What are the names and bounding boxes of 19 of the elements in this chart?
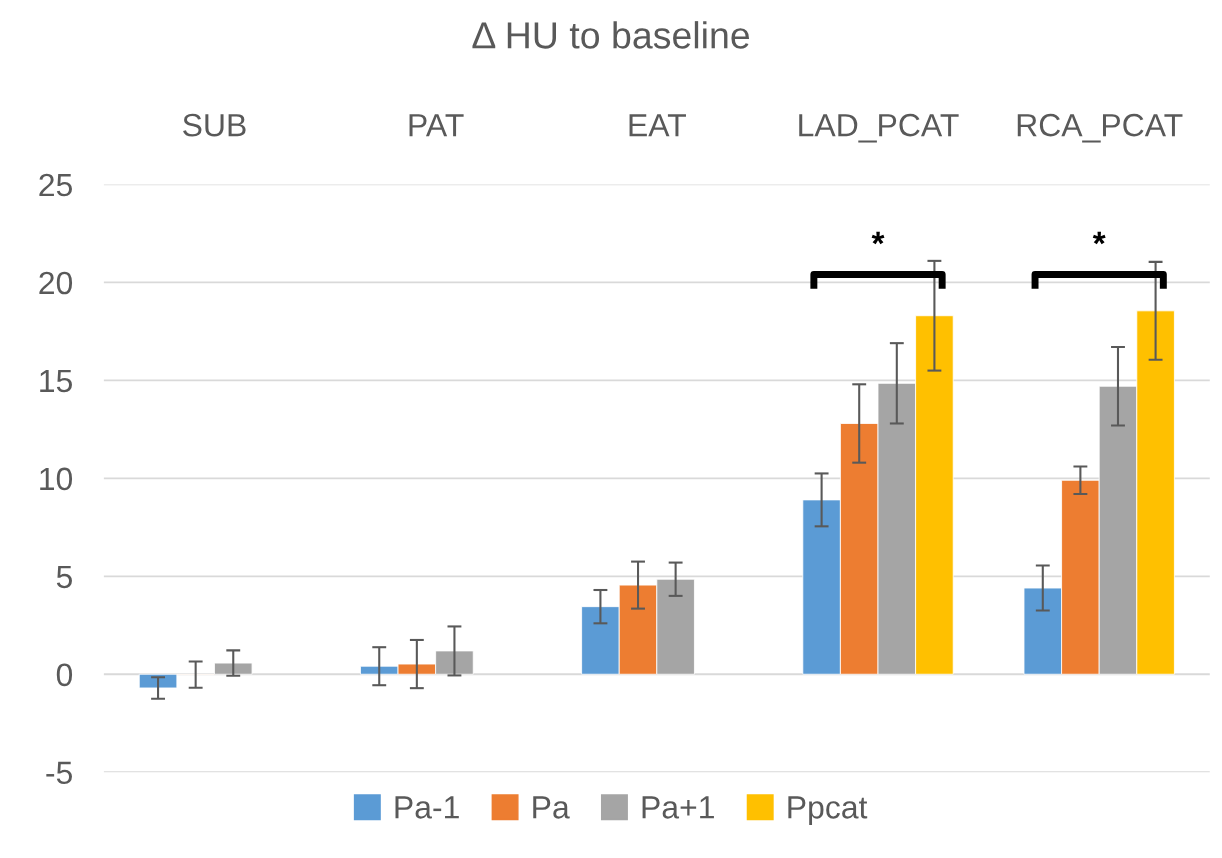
- x-tick-label: EAT: [629, 114, 686, 137]
- legend-label: Pa-1: [395, 796, 459, 819]
- x-tick-label: SUB: [183, 113, 246, 137]
- y-tick-label: 0: [56, 663, 73, 687]
- legend-label: Pa+1: [642, 796, 714, 819]
- annotation: *: [1092, 231, 1106, 245]
- x-tick-label: PAT: [409, 114, 464, 137]
- y-tick-label: 10: [40, 467, 73, 491]
- chart-title: Δ HU to baseline: [472, 21, 750, 49]
- annotation: *: [871, 231, 885, 245]
- x-tick-label: RCA_PCAT: [1017, 113, 1183, 143]
- y-tick-label: 5: [56, 565, 72, 589]
- y-tick-label: 15: [40, 369, 72, 393]
- y-tick-label: 20: [39, 271, 73, 295]
- x-tick-label: LAD_PCAT: [799, 113, 959, 143]
- legend-label: Pa: [533, 796, 570, 819]
- y-tick-label: -5: [46, 761, 72, 785]
- legend-label: Ppcat: [788, 796, 868, 825]
- y-tick-label: 25: [39, 173, 72, 197]
